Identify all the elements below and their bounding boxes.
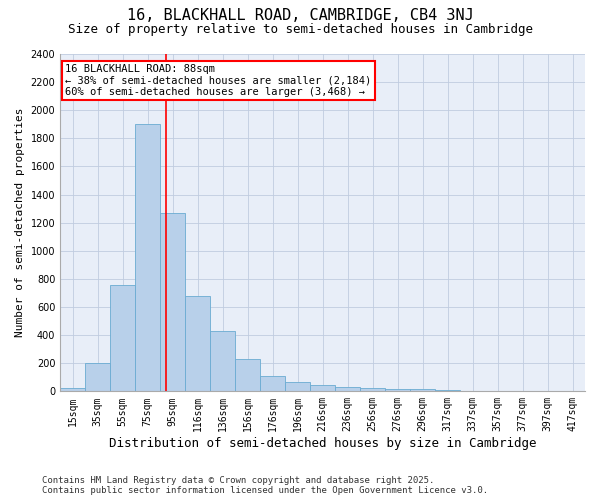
- Bar: [260, 376, 285, 392]
- Bar: [410, 389, 435, 392]
- Bar: [385, 388, 410, 392]
- Bar: [110, 284, 135, 392]
- Text: Contains HM Land Registry data © Crown copyright and database right 2025.
Contai: Contains HM Land Registry data © Crown c…: [42, 476, 488, 495]
- Bar: [335, 387, 360, 392]
- Bar: [160, 213, 185, 392]
- Bar: [210, 331, 235, 392]
- Text: 16, BLACKHALL ROAD, CAMBRIDGE, CB4 3NJ: 16, BLACKHALL ROAD, CAMBRIDGE, CB4 3NJ: [127, 8, 473, 22]
- Bar: [85, 363, 110, 392]
- Y-axis label: Number of semi-detached properties: Number of semi-detached properties: [15, 108, 25, 338]
- Bar: [235, 359, 260, 392]
- Text: 16 BLACKHALL ROAD: 88sqm
← 38% of semi-detached houses are smaller (2,184)
60% o: 16 BLACKHALL ROAD: 88sqm ← 38% of semi-d…: [65, 64, 371, 98]
- Bar: [310, 385, 335, 392]
- Text: Size of property relative to semi-detached houses in Cambridge: Size of property relative to semi-detach…: [67, 22, 533, 36]
- Bar: [360, 388, 385, 392]
- Bar: [60, 388, 85, 392]
- Bar: [285, 382, 310, 392]
- Bar: [435, 390, 460, 392]
- Bar: [460, 390, 485, 392]
- X-axis label: Distribution of semi-detached houses by size in Cambridge: Distribution of semi-detached houses by …: [109, 437, 536, 450]
- Bar: [185, 296, 210, 392]
- Bar: [135, 124, 160, 392]
